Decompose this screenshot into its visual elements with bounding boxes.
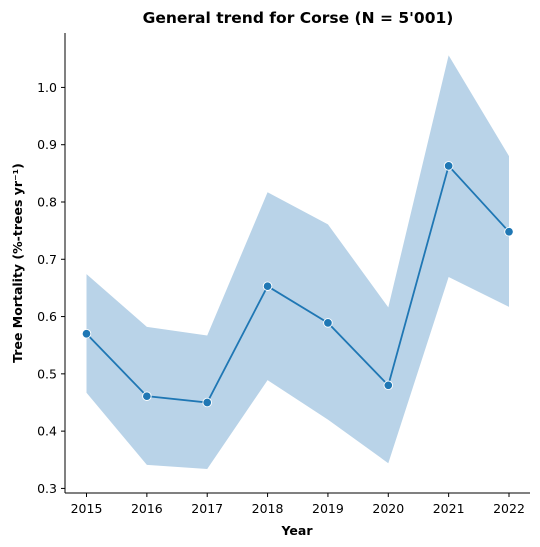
x-axis-label: Year (281, 523, 314, 538)
data-point (443, 161, 454, 171)
y-tick-label: 0.3 (37, 481, 57, 496)
x-tick-label: 2019 (312, 501, 344, 516)
y-axis-label: Tree Mortality (%-trees yr⁻¹) (10, 163, 25, 363)
data-point (383, 380, 394, 391)
x-tick-label: 2022 (493, 501, 525, 516)
data-point (142, 391, 152, 401)
y-tick-label: 1.0 (37, 80, 57, 95)
y-tick-label: 0.5 (37, 366, 57, 381)
x-tick-label: 2016 (131, 501, 163, 516)
y-tick-label: 0.8 (37, 194, 57, 209)
x-tick-label: 2017 (191, 501, 223, 516)
data-point (504, 227, 514, 237)
y-tick-label: 0.9 (37, 137, 57, 152)
x-tick-label: 2018 (252, 501, 284, 516)
x-tick-label: 2015 (71, 501, 103, 516)
series-line (85, 164, 510, 404)
x-tick-label: 2021 (433, 501, 465, 516)
confidence-band (86, 55, 509, 469)
y-tick-label: 0.6 (37, 309, 57, 324)
chart-title: General trend for Corse (N = 5'001) (143, 9, 454, 27)
y-tick-label: 0.4 (37, 424, 57, 439)
data-point (262, 281, 273, 291)
data-point (202, 397, 212, 408)
y-tick-label: 0.7 (37, 252, 57, 267)
x-tick-label: 2020 (372, 501, 404, 516)
data-point (323, 318, 333, 328)
plot-area: 0.3 0.4 0.5 0.6 0.7 0.8 0.9 1.0 2015 2016 2017 2018… (37, 33, 530, 516)
data-point (81, 329, 92, 339)
